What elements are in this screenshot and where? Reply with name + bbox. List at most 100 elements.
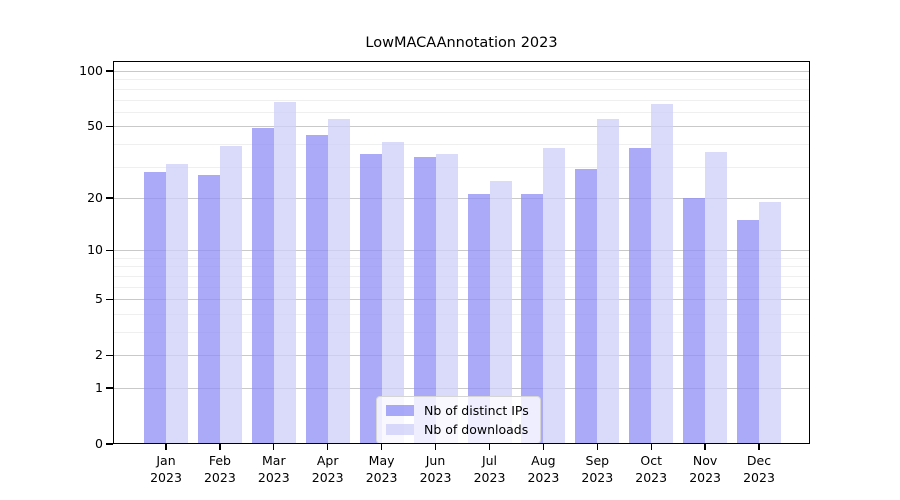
y-axis-tick [106,249,113,251]
gridline-minor [113,332,810,333]
y-axis-label: 0 [95,436,103,451]
x-axis-label-month: Apr [316,453,339,468]
x-axis-label: Nov 2023 [675,453,735,486]
y-axis-tick [106,125,113,127]
gridline-major [113,126,810,128]
gridline-major [113,299,810,301]
bar-mar-distinct-ips [251,127,274,444]
x-axis-label-month: Jun [425,453,446,468]
x-axis-label-month: Aug [531,453,556,468]
x-axis-tick [219,444,221,450]
x-axis-label: Aug 2023 [513,453,573,486]
x-axis-label-year: 2023 [689,469,721,485]
x-axis-label: Apr 2023 [298,453,358,486]
bar-feb-distinct-ips [197,174,220,444]
x-axis-tick [704,444,706,450]
x-axis-label-year: 2023 [150,469,182,485]
x-axis-label-year: 2023 [311,469,344,485]
bar-sep-downloads [597,118,620,444]
y-axis-label: 10 [87,242,103,258]
bar-jan-downloads [166,163,188,444]
x-axis-label-month: Nov [692,453,718,468]
gridline-major [113,388,810,389]
x-axis-label-year: 2023 [581,469,614,485]
x-axis-label: Mar 2023 [244,453,304,486]
bar-apr-downloads [327,118,350,444]
bar-dec-distinct-ips [737,219,759,444]
legend-item-distinct-ips: Nb of distinct IPs [386,403,529,418]
gridline-minor [113,79,810,81]
x-axis-label-year: 2023 [635,469,668,485]
legend: Nb of distinct IPs Nb of downloads [376,396,541,444]
x-axis-label: Jan 2023 [136,453,196,486]
bar-feb-downloads [219,145,242,444]
x-axis-label-year: 2023 [743,469,775,485]
bar-jul-distinct-ips [467,194,490,444]
bar-aug-distinct-ips [521,194,544,444]
x-axis-label-month: Mar [262,453,286,468]
x-axis-label-year: 2023 [419,469,452,485]
gridline-minor [113,266,810,268]
bar-jan-distinct-ips [144,171,166,444]
bar-jul-downloads [489,180,512,444]
y-axis-tick [106,443,113,445]
y-axis-label: 2 [95,347,103,363]
chart-title: LowMACAAnnotation 2023 [365,35,558,51]
plot-area: 0 1 2 5 10 20 50 100 Jan 2023 Feb 2023 Mar 2023 Apr 202… [79,61,810,485]
gridline-major [113,250,810,252]
y-axis-tick [106,197,113,199]
bar-sep-distinct-ips [575,169,598,444]
x-axis-label: Jun 2023 [406,453,466,486]
bar-jun-distinct-ips [413,156,436,444]
gridline-minor [113,313,810,315]
bar-oct-downloads [651,104,674,444]
bar-nov-distinct-ips [683,197,706,444]
gridline-minor [113,166,810,168]
bar-jun-downloads [435,154,458,444]
y-axis-label: 20 [87,189,103,205]
gridline-major [113,355,810,357]
x-axis-label-month: May [368,453,395,468]
legend-label-distinct-ips: Nb of distinct IPs [424,403,529,418]
x-axis-tick [650,444,652,450]
bar-nov-downloads [705,152,728,444]
x-axis-label-month: Dec [746,453,772,468]
x-axis-tick [488,444,491,450]
y-axis-label: 1 [95,380,103,395]
x-axis-label-month: Jan [156,453,176,468]
legend-swatch-downloads [386,424,414,435]
bar-apr-distinct-ips [305,134,328,444]
gridlines-layer [113,61,810,444]
x-axis-tick [434,444,437,450]
x-axis-label-month: Sep [585,453,610,468]
x-axis-tick [758,444,760,450]
x-axis-tick [542,444,544,450]
legend-label-downloads: Nb of downloads [424,422,529,437]
x-axis-label-year: 2023 [257,469,290,485]
x-axis-tick [596,444,598,450]
x-axis-label-year: 2023 [365,469,398,485]
x-axis-label-month: Oct [640,453,662,468]
x-axis-label-year: 2023 [527,469,560,485]
x-axis-tick [327,444,329,450]
bar-dec-downloads [759,201,781,444]
axis-ticks-layer: 0 1 2 5 10 20 50 100 Jan 2023 Feb 2023 Mar 2023 Apr 202… [79,61,810,485]
y-axis-label: 50 [87,118,103,134]
x-axis-label: Sep 2023 [567,453,627,486]
x-axis-label: Oct 2023 [621,453,681,486]
gridline-minor [113,275,810,277]
x-axis-label-year: 2023 [203,469,236,485]
x-axis-tick [273,444,275,450]
bar-mar-downloads [273,101,296,444]
legend-item-downloads: Nb of downloads [386,422,529,437]
bars-layer [113,61,810,444]
x-axis-label: Dec 2023 [729,453,789,486]
gridline-major [113,197,810,199]
y-axis-tick [106,298,113,300]
gridline-minor [113,143,810,145]
x-axis-label-month: Feb [208,453,231,468]
gridline-major [113,71,810,72]
x-axis-tick [381,444,383,450]
bar-aug-downloads [543,147,566,444]
